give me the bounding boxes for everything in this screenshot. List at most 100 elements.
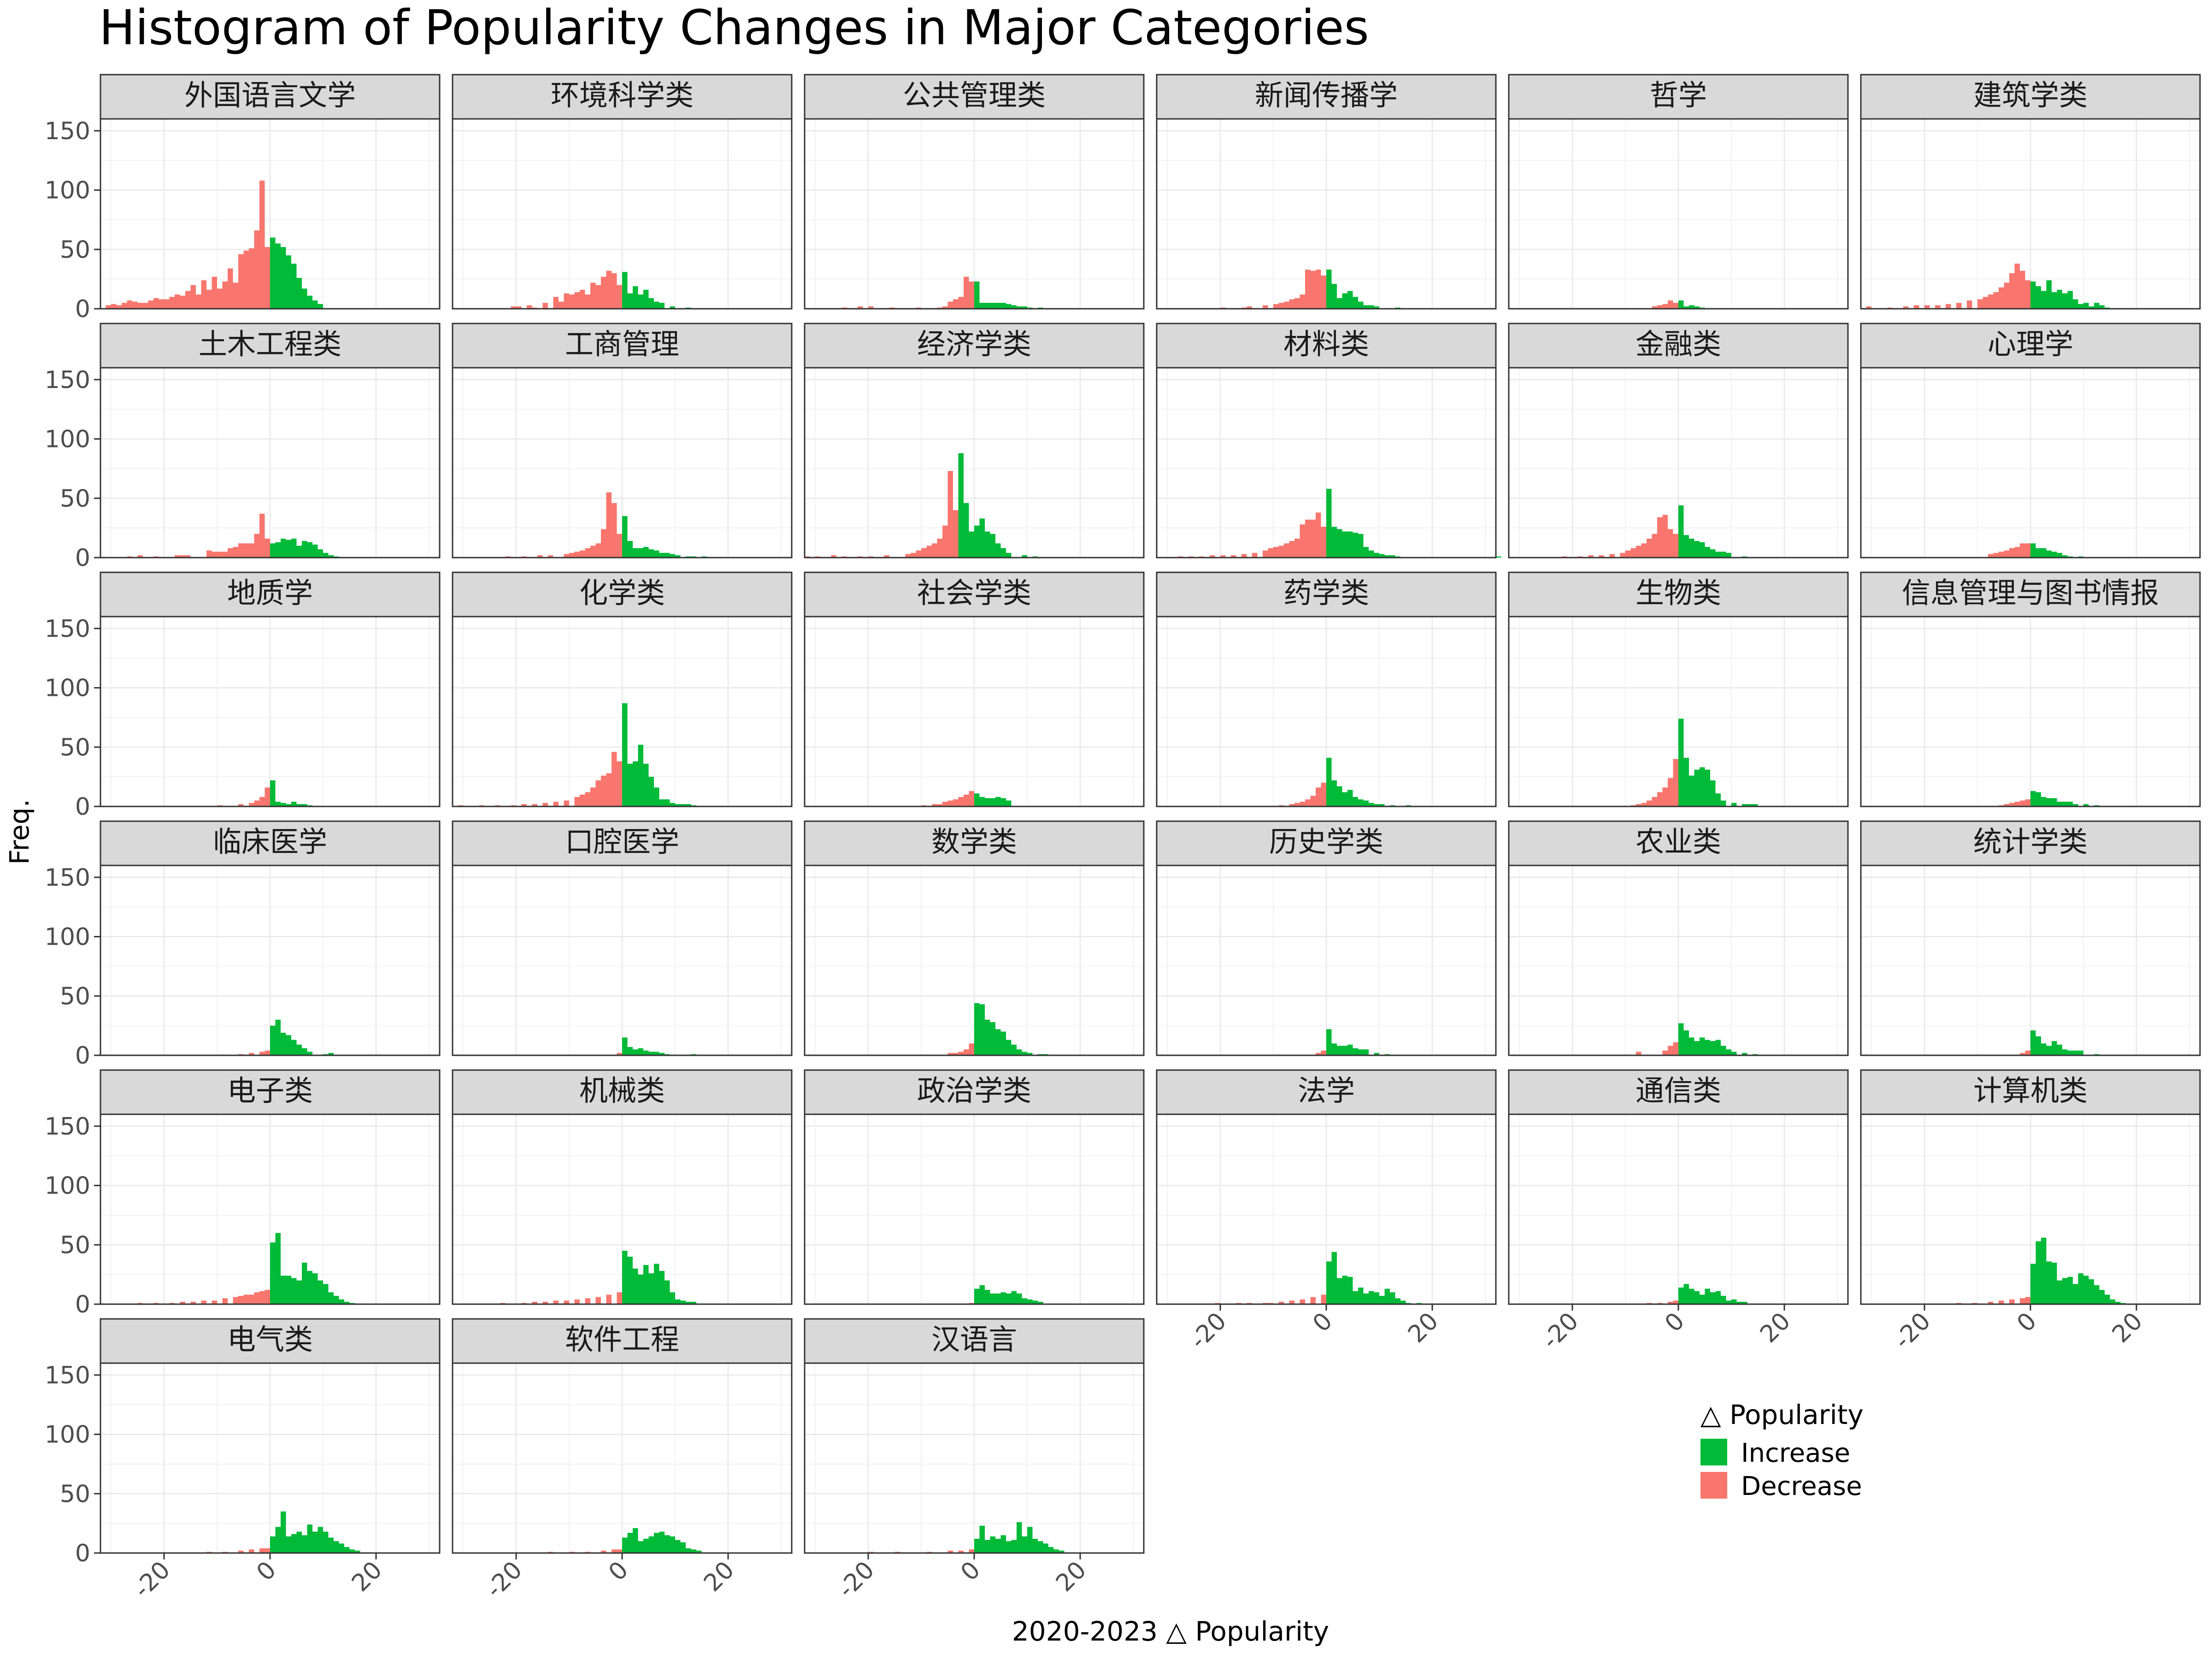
histogram-bar-decrease: [548, 555, 553, 558]
histogram-bar-decrease: [265, 1548, 270, 1553]
histogram-bar-decrease: [617, 1292, 622, 1304]
histogram-bar-decrease: [1300, 294, 1305, 309]
histogram-bar-decrease: [1300, 1299, 1305, 1304]
histogram-bar-decrease: [106, 305, 111, 309]
histogram-bar-increase: [627, 1047, 633, 1055]
histogram-bar-decrease: [1273, 304, 1279, 309]
histogram-bar-decrease: [511, 306, 516, 309]
histogram-bar-increase: [318, 1280, 323, 1304]
facet-panel: 材料类: [1156, 323, 1501, 559]
histogram-bar-decrease: [122, 303, 127, 309]
histogram-bar-decrease: [585, 792, 590, 806]
histogram-bar-increase: [1027, 1527, 1033, 1553]
histogram-bar-decrease: [1657, 517, 1663, 558]
histogram-bar-increase: [1742, 1053, 1747, 1055]
histogram-bar-decrease: [164, 299, 170, 309]
histogram-bar-decrease: [574, 1299, 580, 1304]
facet-panel: 心理学: [1860, 323, 2201, 559]
histogram-bar-decrease: [585, 1298, 590, 1304]
histogram-bar-decrease: [585, 548, 590, 558]
histogram-bar-decrease: [254, 800, 259, 806]
facet-strip-label: 心理学: [1988, 327, 2073, 361]
histogram-bar-decrease: [2009, 803, 2015, 806]
y-tick-label: 100: [45, 675, 90, 702]
histogram-bar-increase: [1705, 1288, 1710, 1304]
histogram-bar-increase: [1006, 1293, 1012, 1304]
histogram-bar-increase: [2052, 552, 2057, 558]
histogram-bar-increase: [1710, 1292, 1716, 1304]
histogram-bar-increase: [985, 798, 990, 806]
panel-border: [1860, 865, 2201, 1056]
histogram-bar-increase: [638, 548, 643, 558]
histogram-bar-decrease: [1289, 1300, 1294, 1304]
histogram-bar-increase: [643, 1050, 649, 1055]
histogram-bar-decrease: [958, 1550, 964, 1553]
histogram-bar-decrease: [1321, 275, 1326, 309]
histogram-bar-increase: [659, 799, 665, 806]
histogram-bar-increase: [675, 555, 681, 558]
histogram-bar-decrease: [937, 538, 942, 558]
facet-panel: 新闻传播学: [1156, 74, 1497, 310]
histogram-bar-decrease: [905, 554, 911, 558]
histogram-bar-increase: [1347, 531, 1353, 558]
histogram-bar-increase: [2062, 1049, 2068, 1055]
histogram-bar-increase: [654, 301, 659, 309]
histogram-bar-increase: [1022, 1536, 1027, 1553]
histogram-bar-increase: [1358, 301, 1364, 309]
histogram-bar-decrease: [259, 1052, 265, 1055]
y-tick-label: 150: [45, 118, 90, 145]
histogram-bar-increase: [2094, 1285, 2100, 1304]
histogram-bar-increase: [1683, 1284, 1689, 1304]
histogram-bar-increase: [691, 1301, 696, 1304]
histogram-bar-decrease: [201, 280, 206, 309]
histogram-bar-increase: [1017, 1522, 1022, 1553]
facet-panel: 统计学类: [1860, 820, 2201, 1056]
histogram-bar-increase: [1715, 793, 1721, 806]
histogram-bar-increase: [1678, 1287, 1684, 1304]
histogram-bar-increase: [1700, 1037, 1705, 1055]
histogram-bar-decrease: [1662, 787, 1668, 806]
histogram-bar-decrease: [1652, 306, 1657, 309]
facet-panel: 环境科学类: [452, 74, 793, 310]
histogram-bar-decrease: [942, 525, 948, 558]
histogram-bar-increase: [1331, 1252, 1337, 1304]
histogram-bar-decrease: [2025, 799, 2030, 806]
histogram-bar-increase: [627, 541, 633, 558]
histogram-bar-increase: [2052, 292, 2057, 309]
histogram-bar-increase: [1700, 542, 1705, 558]
histogram-bar-increase: [979, 797, 985, 806]
histogram-bar-increase: [270, 1536, 276, 1553]
histogram-bar-increase: [1705, 770, 1710, 806]
histogram-bar-decrease: [569, 294, 575, 309]
histogram-bar-increase: [1363, 800, 1369, 806]
histogram-bar-increase: [1710, 549, 1716, 558]
histogram-bar-decrease: [590, 282, 596, 309]
histogram-bar-decrease: [1247, 306, 1252, 309]
histogram-bar-decrease: [1999, 287, 2004, 309]
histogram-bar-increase: [1721, 1295, 1726, 1304]
histogram-bar-increase: [302, 1262, 307, 1304]
histogram-bar-decrease: [1647, 538, 1652, 558]
histogram-bar-increase: [1683, 306, 1689, 309]
histogram-bar-decrease: [1999, 1300, 2004, 1304]
histogram-bar-increase: [275, 243, 281, 309]
histogram-bar-increase: [2088, 1279, 2094, 1304]
histogram-bar-decrease: [1993, 292, 1999, 309]
histogram-bar-increase: [1705, 547, 1710, 558]
y-tick-label: 50: [60, 485, 90, 512]
histogram-bar-increase: [2046, 280, 2052, 309]
histogram-bar-decrease: [111, 304, 117, 309]
histogram-bar-increase: [1032, 1539, 1038, 1553]
histogram-bar-increase: [1342, 531, 1347, 558]
histogram-bar-increase: [307, 1052, 312, 1055]
histogram-bar-decrease: [564, 1300, 569, 1304]
histogram-bar-increase: [1347, 1277, 1353, 1304]
histogram-bar-increase: [979, 1525, 985, 1553]
histogram-bar-decrease: [617, 1053, 622, 1055]
histogram-bar-increase: [633, 1049, 638, 1055]
histogram-bar-increase: [2062, 555, 2068, 558]
histogram-bar-increase: [648, 777, 654, 806]
histogram-bar-increase: [281, 1276, 286, 1304]
histogram-bar-decrease: [969, 791, 974, 806]
histogram-bar-increase: [995, 1029, 1001, 1055]
